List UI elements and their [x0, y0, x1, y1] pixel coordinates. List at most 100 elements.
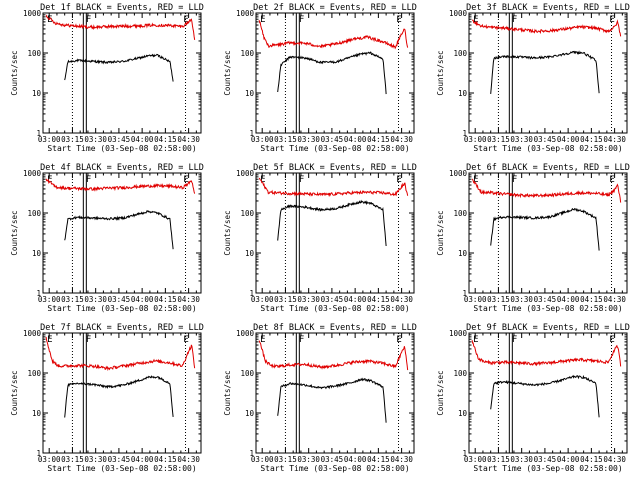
x-tick-label: 03:00	[251, 455, 274, 464]
e-marker-label: E	[260, 335, 265, 345]
y-tick-label: 10	[32, 409, 42, 418]
y-tick-label: 100	[240, 49, 254, 58]
x-tick-label: 03:00	[38, 135, 61, 144]
x-tick-label: 04:15	[580, 135, 603, 144]
e-marker-label: E	[396, 175, 401, 185]
y-axis-label: Counts/sec	[10, 210, 19, 255]
y-tick-label: 100	[240, 209, 254, 218]
x-tick-label: 03:00	[464, 295, 487, 304]
lld-series-line	[471, 19, 622, 37]
e-marker-label: E	[609, 335, 614, 345]
plot-frame	[42, 172, 202, 294]
panel-1: Det 1f BLACK = Events, RED = LLD F E E 1 10 10…	[10, 3, 204, 153]
plot-frame	[255, 332, 415, 454]
y-tick-label: 1	[249, 289, 254, 298]
x-tick-label: 04:00	[557, 135, 580, 144]
x-axis-label: Start Time (03-Sep-08 02:58:00)	[473, 464, 622, 473]
f-marker-label: F	[512, 15, 517, 25]
lld-series-line	[471, 340, 622, 367]
x-tick-label: 04:30	[603, 135, 626, 144]
y-tick-label: 1	[462, 289, 467, 298]
x-tick-label: 03:45	[534, 295, 557, 304]
lld-series-line	[45, 178, 196, 194]
y-axis-label: Counts/sec	[436, 210, 445, 255]
y-tick-label: 10	[458, 249, 468, 258]
x-tick-label: 03:15	[274, 135, 297, 144]
x-axis-label: Start Time (03-Sep-08 02:58:00)	[47, 144, 196, 153]
x-tick-label: 04:15	[580, 295, 603, 304]
y-tick-label: 1000	[449, 169, 468, 178]
x-tick-label: 03:00	[38, 295, 61, 304]
panel-5: Det 5f BLACK = Events, RED = LLD F E E 1 10 10…	[223, 163, 417, 313]
y-tick-label: 1	[36, 289, 41, 298]
y-tick-label: 100	[240, 369, 254, 378]
f-marker-label: F	[299, 335, 304, 345]
e-marker-label: E	[183, 175, 188, 185]
plot-frame	[42, 332, 202, 454]
y-tick-label: 10	[245, 249, 255, 258]
x-axis-label: Start Time (03-Sep-08 02:58:00)	[47, 304, 196, 313]
x-tick-label: 03:00	[251, 295, 274, 304]
f-marker-label: F	[512, 175, 517, 185]
x-tick-label: 03:45	[108, 455, 131, 464]
e-marker-label: E	[47, 335, 52, 345]
y-tick-label: 1000	[23, 169, 42, 178]
x-tick-label: 03:30	[510, 295, 533, 304]
y-tick-label: 100	[453, 49, 467, 58]
y-tick-label: 1000	[236, 169, 255, 178]
x-axis-label: Start Time (03-Sep-08 02:58:00)	[260, 464, 409, 473]
y-tick-label: 1	[462, 129, 467, 138]
x-tick-label: 03:00	[464, 455, 487, 464]
x-axis-label: Start Time (03-Sep-08 02:58:00)	[260, 144, 409, 153]
y-axis-label: Counts/sec	[223, 370, 232, 415]
e-marker-label: E	[473, 175, 478, 185]
x-tick-label: 03:45	[534, 455, 557, 464]
y-tick-label: 100	[453, 209, 467, 218]
events-series-line	[277, 377, 387, 423]
panel-title: Det 1f BLACK = Events, RED = LLD	[40, 3, 204, 13]
y-tick-label: 10	[458, 89, 468, 98]
x-tick-label: 03:00	[38, 455, 61, 464]
events-series-line	[490, 207, 600, 251]
x-tick-label: 04:15	[367, 455, 390, 464]
plot-frame	[42, 12, 202, 134]
x-tick-label: 03:45	[108, 295, 131, 304]
x-tick-label: 04:00	[557, 455, 580, 464]
f-marker-label: F	[86, 15, 91, 25]
events-series-line	[64, 375, 174, 418]
y-axis-label: Counts/sec	[436, 370, 445, 415]
plot-frame	[468, 172, 628, 294]
x-tick-label: 04:30	[603, 295, 626, 304]
x-tick-label: 03:45	[534, 135, 557, 144]
panel-title: Det 8f BLACK = Events, RED = LLD	[253, 323, 417, 333]
x-tick-label: 04:30	[390, 455, 413, 464]
x-tick-label: 03:15	[274, 295, 297, 304]
x-tick-label: 03:30	[297, 455, 320, 464]
y-tick-label: 1000	[23, 329, 42, 338]
events-series-line	[277, 51, 387, 95]
x-tick-label: 03:30	[510, 135, 533, 144]
y-tick-label: 10	[245, 409, 255, 418]
e-marker-label: E	[473, 15, 478, 25]
y-tick-label: 1000	[449, 329, 468, 338]
e-marker-label: E	[609, 175, 614, 185]
x-axis-label: Start Time (03-Sep-08 02:58:00)	[473, 144, 622, 153]
panel-3: Det 3f BLACK = Events, RED = LLD F E E 1 10 10…	[436, 3, 630, 153]
x-tick-label: 03:15	[61, 135, 84, 144]
x-tick-label: 03:00	[251, 135, 274, 144]
panel-title: Det 2f BLACK = Events, RED = LLD	[253, 3, 417, 13]
x-tick-label: 03:30	[84, 455, 107, 464]
y-tick-label: 10	[245, 89, 255, 98]
e-marker-label: E	[183, 15, 188, 25]
x-tick-label: 04:00	[131, 135, 154, 144]
y-axis-label: Counts/sec	[10, 370, 19, 415]
y-axis-label: Counts/sec	[223, 210, 232, 255]
y-tick-label: 1	[462, 449, 467, 458]
x-tick-label: 03:15	[487, 135, 510, 144]
y-tick-label: 1	[36, 449, 41, 458]
y-tick-label: 1000	[23, 9, 42, 18]
x-tick-label: 03:15	[487, 295, 510, 304]
panel-title: Det 6f BLACK = Events, RED = LLD	[466, 163, 630, 173]
